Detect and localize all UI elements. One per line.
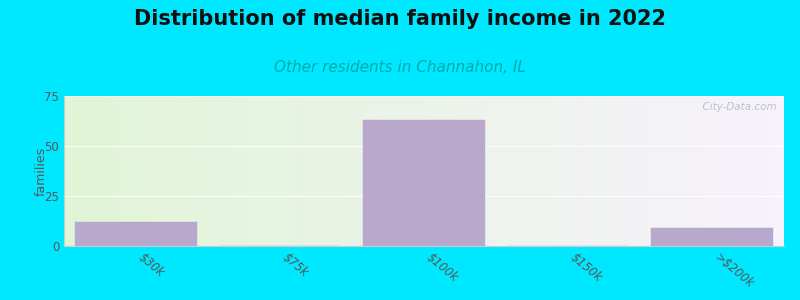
Text: Other residents in Channahon, IL: Other residents in Channahon, IL	[274, 60, 526, 75]
Text: Distribution of median family income in 2022: Distribution of median family income in …	[134, 9, 666, 29]
Y-axis label: families: families	[35, 146, 48, 196]
Bar	[75, 222, 197, 246]
Text: City-Data.com: City-Data.com	[696, 102, 777, 112]
Bar	[651, 228, 773, 246]
Bar	[362, 120, 485, 246]
